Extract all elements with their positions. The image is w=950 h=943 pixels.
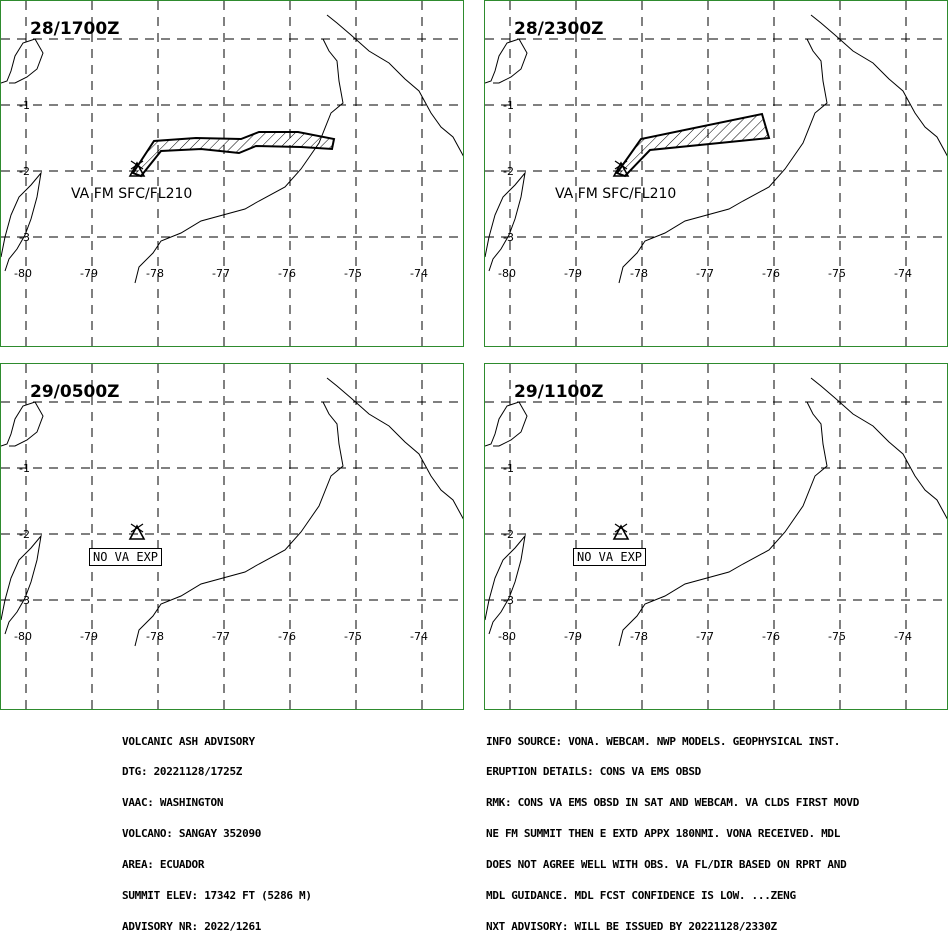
coastline (485, 171, 526, 272)
border-line (134, 401, 344, 647)
graticule (1, 364, 463, 709)
remarks-line: NXT ADVISORY: WILL BE ISSUED BY 20221128… (486, 919, 777, 933)
longitude-label: -76 (762, 630, 780, 643)
coastline (1, 401, 44, 447)
latitude-label: -2 (19, 528, 30, 541)
volcano-icon (612, 524, 630, 540)
longitude-label: -76 (278, 630, 296, 643)
longitude-label: -77 (212, 630, 230, 643)
forecast-panel-3: -80 -79 -78 -77 -76 -75 -74 -1 -2 -3 29/0500Z NO … (0, 363, 464, 710)
no-ash-expected-label: NO VA EXP (573, 548, 647, 566)
longitude-label: -78 (146, 267, 164, 280)
latitude-label: -1 (503, 99, 514, 112)
volcano-icon (614, 523, 628, 533)
longitude-label: -76 (762, 267, 780, 280)
map-canvas: -80 -79 -78 -77 -76 -75 -74 -1 -2 -3 (1, 1, 463, 346)
longitude-label: -78 (630, 630, 648, 643)
advisory-line: AREA: ECUADOR (122, 858, 205, 872)
advisory-remarks-text: INFO SOURCE: VONA. WEBCAM. NWP MODELS. G… (486, 716, 859, 943)
panel-title: 28/2300Z (514, 19, 604, 39)
longitude-label: -80 (14, 630, 32, 643)
map-canvas: -80 -79 -78 -77 -76 -75 -74 -1 -2 -3 (1, 364, 463, 709)
latitude-label: -3 (19, 231, 30, 244)
coastline (485, 534, 526, 635)
panel-title: 28/1700Z (30, 19, 120, 39)
no-ash-expected-label: NO VA EXP (89, 548, 163, 566)
longitude-label: -80 (498, 630, 516, 643)
longitude-label: -74 (894, 630, 912, 643)
coastline (485, 38, 528, 84)
longitude-label: -78 (146, 630, 164, 643)
longitude-label: -75 (344, 267, 362, 280)
latitude-label: -2 (19, 165, 30, 178)
longitude-label: -79 (80, 630, 98, 643)
graticule (485, 1, 947, 346)
longitude-label: -79 (80, 267, 98, 280)
volcano-icon (130, 523, 144, 533)
remarks-line: ERUPTION DETAILS: CONS VA EMS OBSD (486, 765, 701, 779)
advisory-line: VOLCANO: SANGAY 352090 (122, 827, 262, 841)
graticule (485, 364, 947, 709)
longitude-label: -80 (14, 267, 32, 280)
latitude-label: -3 (19, 594, 30, 607)
remarks-line: RMK: CONS VA EMS OBSD IN SAT AND WEBCAM.… (486, 796, 860, 810)
forecast-panel-2: -80 -79 -78 -77 -76 -75 -74 -1 -2 -3 28/2300Z VA … (484, 0, 948, 347)
longitude-label: -76 (278, 267, 296, 280)
latitude-label: -1 (503, 462, 514, 475)
coastline (326, 377, 463, 520)
longitude-label: -75 (828, 630, 846, 643)
coastline (326, 14, 463, 157)
longitude-label: -79 (564, 267, 582, 280)
coastline (810, 377, 947, 520)
coastline (1, 38, 44, 84)
remarks-line: DOES NOT AGREE WELL WITH OBS. VA FL/DIR … (486, 858, 847, 872)
remarks-line: INFO SOURCE: VONA. WEBCAM. NWP MODELS. G… (486, 734, 841, 748)
advisory-line: VAAC: WASHINGTON (122, 796, 224, 810)
longitude-label: -80 (498, 267, 516, 280)
map-canvas: -80 -79 -78 -77 -76 -75 -74 -1 -2 -3 (485, 1, 947, 346)
border-line (618, 38, 828, 284)
coastline (1, 171, 42, 272)
latitude-label: -3 (503, 231, 514, 244)
volcano-icon (128, 524, 146, 540)
coastline (485, 401, 528, 447)
graticule (1, 1, 463, 346)
forecast-panel-4: -80 -79 -78 -77 -76 -75 -74 -1 -2 -3 29/1100Z NO … (484, 363, 948, 710)
longitude-label: -74 (410, 630, 428, 643)
forecast-panel-1: -80 -79 -78 -77 -76 -75 -74 -1 -2 -3 28/1700Z VA … (0, 0, 464, 347)
advisory-line: ADVISORY NR: 2022/1261 (122, 919, 262, 933)
latitude-label: -2 (503, 528, 514, 541)
longitude-label: -74 (894, 267, 912, 280)
advisory-line: DTG: 20221128/1725Z (122, 765, 243, 779)
latitude-label: -2 (503, 165, 514, 178)
advisory-line: SUMMIT ELEV: 17342 FT (5286 M) (122, 889, 312, 903)
coastline (810, 14, 947, 157)
panel-title: 29/1100Z (514, 382, 604, 402)
longitude-label: -78 (630, 267, 648, 280)
remarks-line: NE FM SUMMIT THEN E EXTD APPX 180NMI. VO… (486, 827, 841, 841)
longitude-label: -77 (696, 267, 714, 280)
map-canvas: -80 -79 -78 -77 -76 -75 -74 -1 -2 -3 (485, 364, 947, 709)
longitude-label: -77 (212, 267, 230, 280)
advisory-line: VOLCANIC ASH ADVISORY (122, 734, 255, 748)
coastline (1, 534, 42, 635)
latitude-label: -3 (503, 594, 514, 607)
longitude-label: -75 (828, 267, 846, 280)
latitude-label: -1 (19, 462, 30, 475)
panel-title: 29/0500Z (30, 382, 120, 402)
remarks-line: MDL GUIDANCE. MDL FCST CONFIDENCE IS LOW… (486, 889, 796, 903)
advisory-header-text: VOLCANIC ASH ADVISORY DTG: 20221128/1725… (122, 716, 312, 943)
longitude-label: -75 (344, 630, 362, 643)
latitude-label: -1 (19, 99, 30, 112)
longitude-label: -77 (696, 630, 714, 643)
longitude-label: -79 (564, 630, 582, 643)
longitude-label: -74 (410, 267, 428, 280)
border-line (134, 38, 344, 284)
border-line (618, 401, 828, 647)
